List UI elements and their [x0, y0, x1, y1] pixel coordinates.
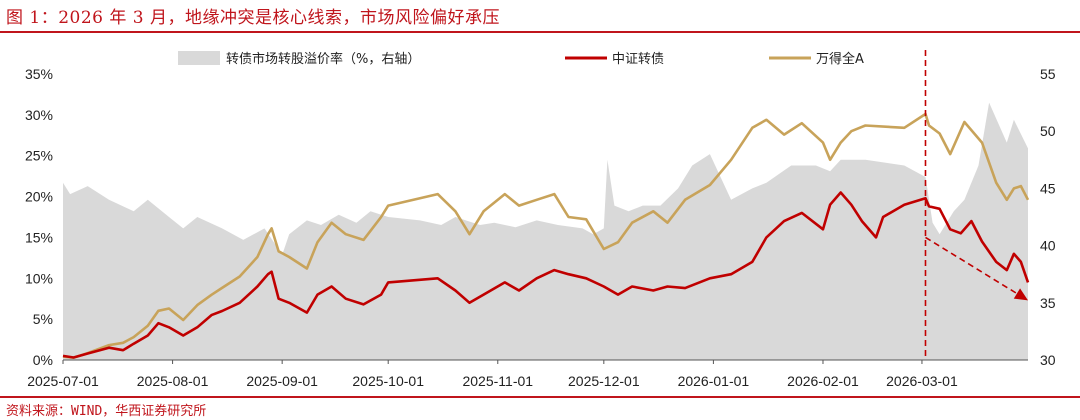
chart-title: 图 1：2026 年 3 月，地缘冲突是核心线索，市场风险偏好承压 — [6, 8, 501, 28]
y-right-tick-label: 55 — [1040, 66, 1056, 82]
y-right-tick-label: 35 — [1040, 295, 1056, 311]
trend-arrow-head — [1013, 288, 1028, 301]
x-tick-label: 2025-11-01 — [462, 373, 533, 389]
y-left-tick-label: 0% — [33, 352, 53, 368]
y-left-tick-label: 35% — [25, 66, 53, 82]
y-left-tick-label: 30% — [25, 107, 53, 123]
x-tick-label: 2026-02-01 — [787, 373, 859, 389]
x-tick-label: 2025-10-01 — [352, 373, 424, 389]
axes-layer: 2025-07-01 2025-08-01 2025-09-01 2025-10-01… — [25, 66, 1056, 389]
x-tick-label: 2025-08-01 — [137, 373, 209, 389]
y-right-tick-label: 50 — [1040, 123, 1056, 139]
x-tick-label: 2025-12-01 — [568, 373, 640, 389]
trend-arrow-shaft — [925, 236, 1018, 295]
y-left-tick-label: 5% — [33, 311, 53, 327]
x-tick-label: 2025-09-01 — [246, 373, 318, 389]
title-divider — [0, 31, 1080, 33]
y-right-tick-label: 30 — [1040, 352, 1056, 368]
premium-area — [63, 102, 1028, 360]
y-right-tick-label: 45 — [1040, 180, 1056, 196]
x-tick-label: 2025-07-01 — [27, 373, 99, 389]
y-right-tick-label: 40 — [1040, 238, 1056, 254]
premium-area-layer — [63, 102, 1028, 360]
legend-label-cb: 中证转债 — [612, 52, 664, 67]
x-tick-label: 2026-03-01 — [886, 373, 958, 389]
legend: 转债市场转股溢价率（%，右轴） 中证转债 万得全A — [178, 51, 864, 67]
y-left-tick-label: 10% — [25, 270, 53, 286]
cb-index-line — [62, 191, 1030, 359]
x-tick-label: 2026-01-01 — [678, 373, 750, 389]
annotation-layer — [924, 50, 1028, 360]
footer-divider — [0, 396, 1080, 398]
y-left-tick-label: 15% — [25, 229, 53, 245]
source-note: 资料来源：WIND，华西证券研究所 — [6, 404, 207, 419]
y-left-tick-label: 20% — [25, 189, 53, 205]
legend-label-wind: 万得全A — [816, 51, 864, 67]
y-left-tick-label: 25% — [25, 148, 53, 164]
legend-swatch-premium — [178, 51, 220, 65]
legend-label-premium: 转债市场转股溢价率（%，右轴） — [226, 51, 420, 67]
wind-a-line — [62, 112, 1030, 359]
series-line-layer — [62, 112, 1030, 359]
